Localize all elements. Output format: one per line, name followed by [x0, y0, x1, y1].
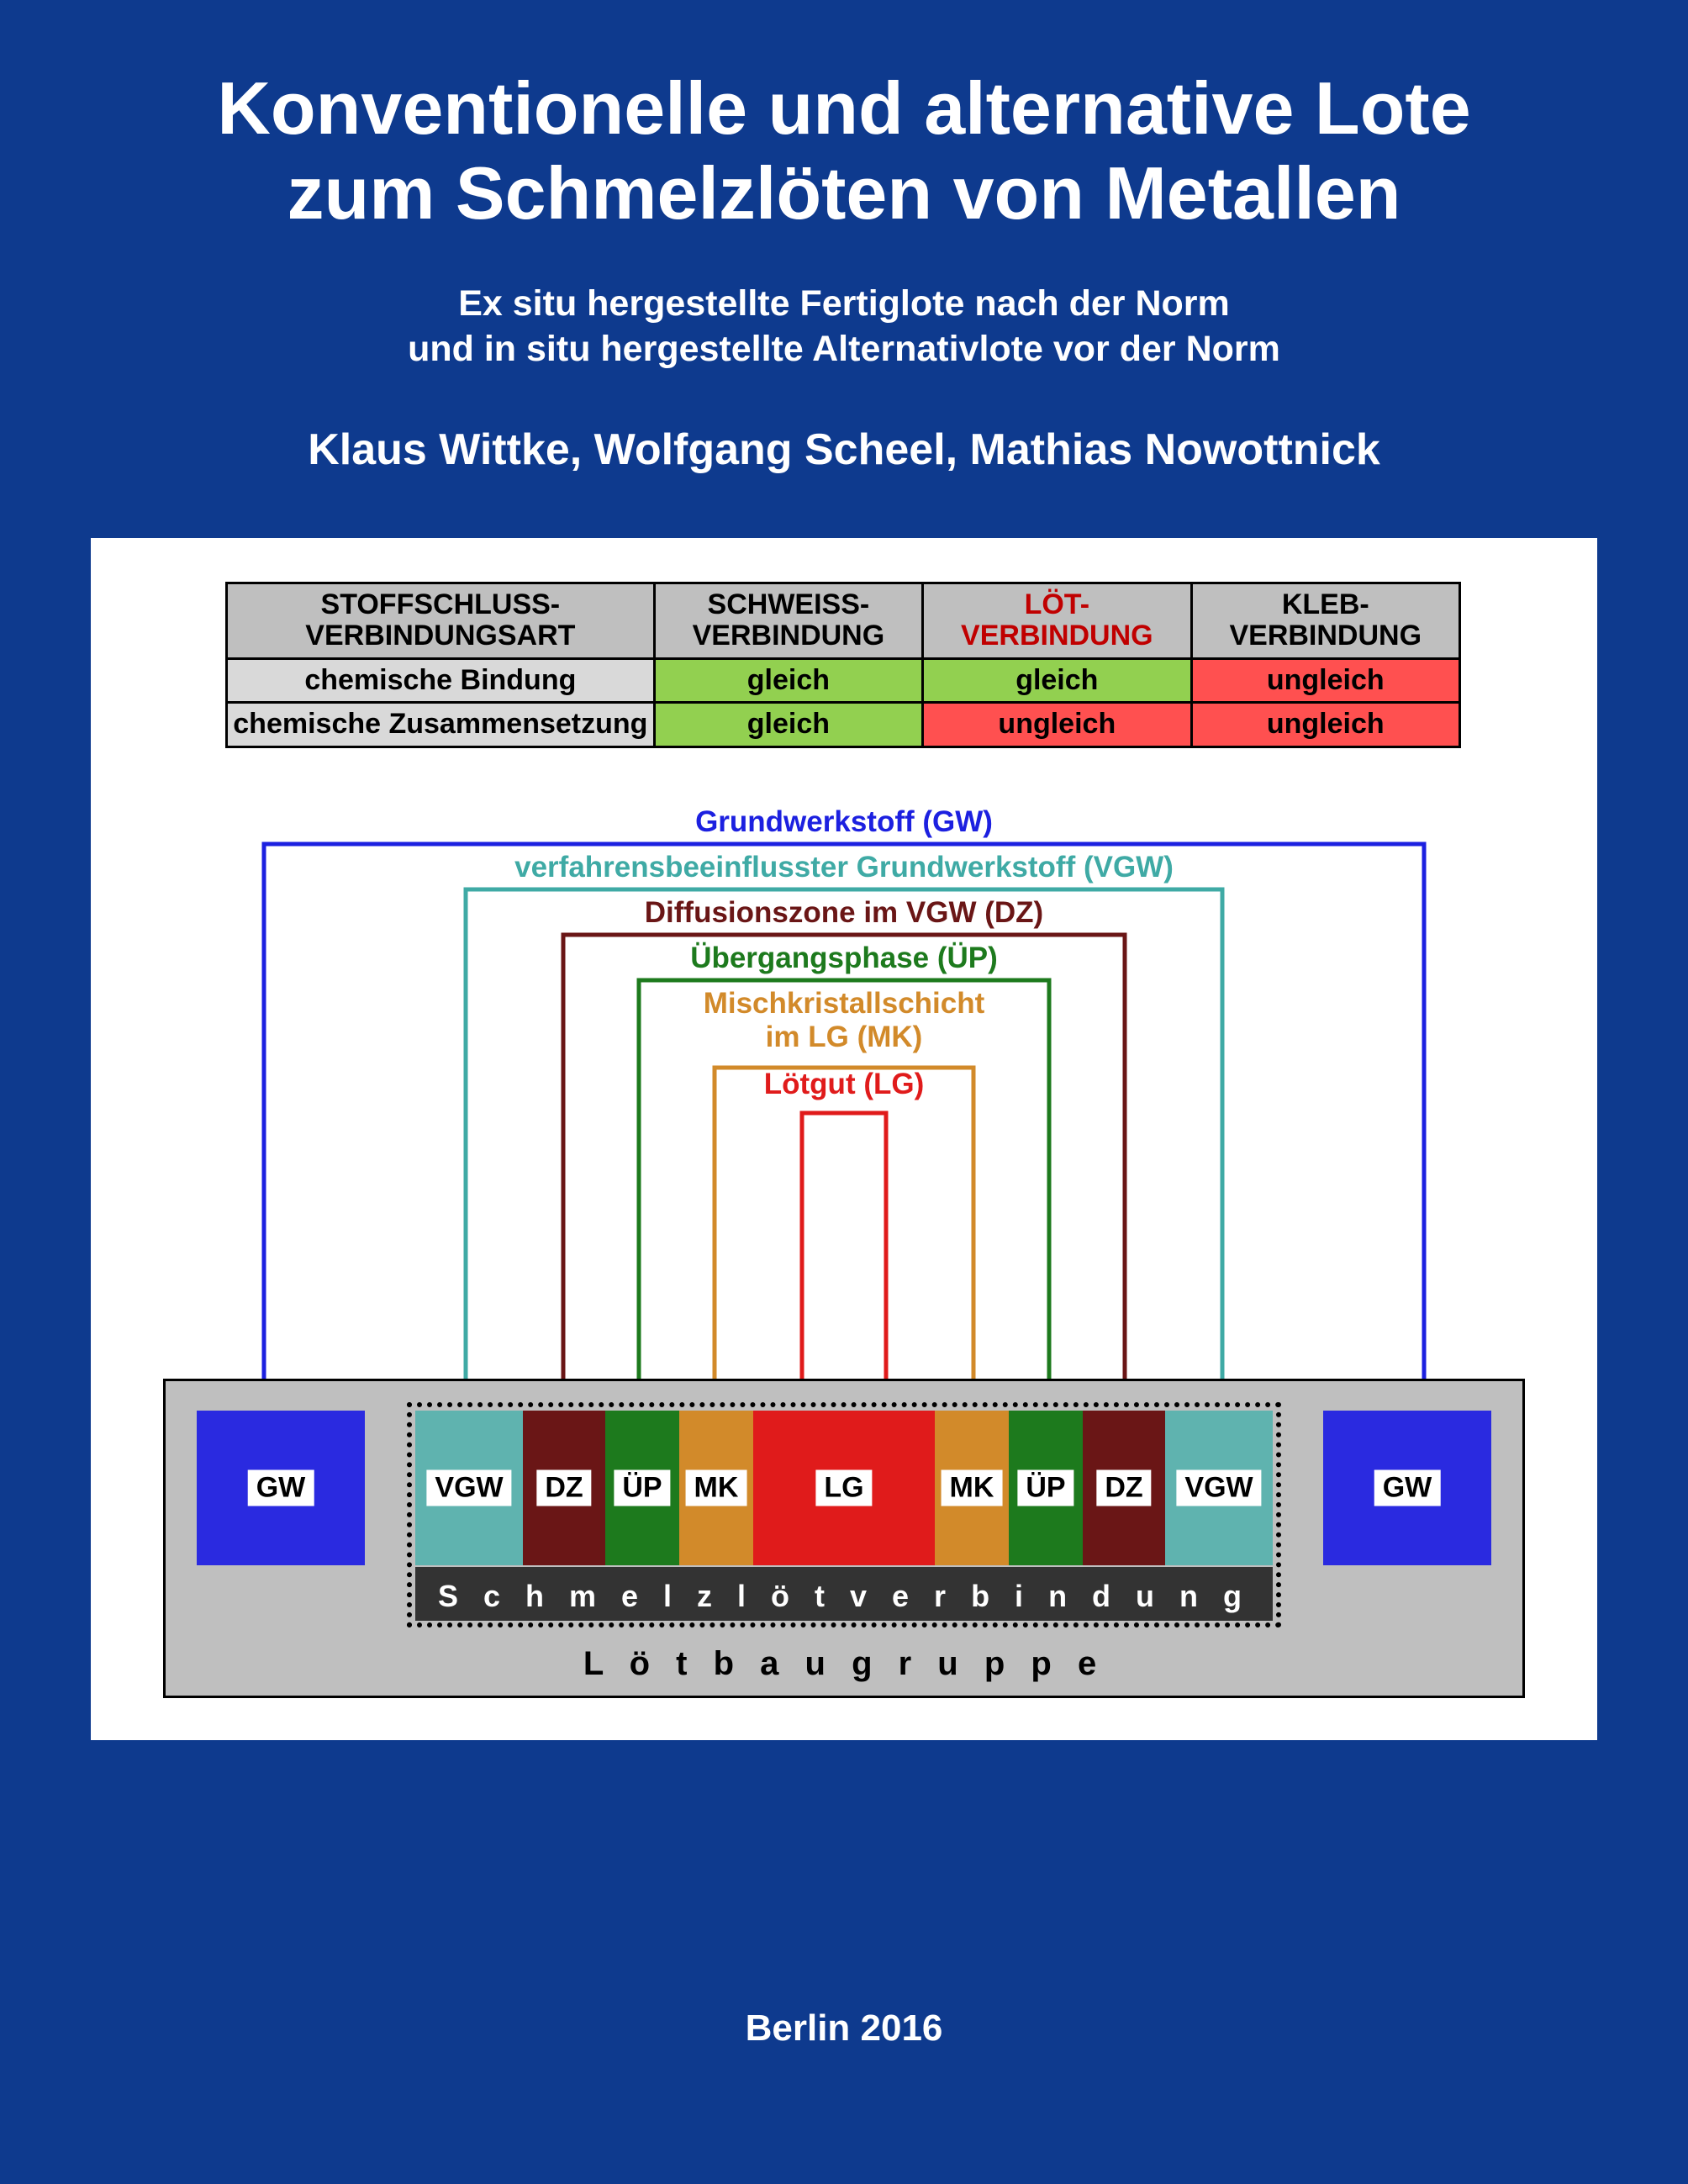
layer-segment: MK [935, 1411, 1009, 1565]
table-cell: ungleich [1191, 703, 1459, 746]
subtitle: Ex situ hergestellte Fertiglote nach der… [0, 282, 1688, 372]
table-cell: gleich [654, 703, 922, 746]
title-line-1: Konventionelle und alternative Lote [217, 66, 1470, 150]
layer-segment: VGW [415, 1411, 523, 1565]
layer-segment: ÜP [605, 1411, 679, 1565]
layer-segment-tag: ÜP [1017, 1470, 1073, 1506]
layer-segment: DZ [1083, 1411, 1165, 1565]
bracket-arrow [715, 1068, 973, 1395]
layer-segment: ÜP [1009, 1411, 1083, 1565]
layer-segment-tag: GW [248, 1470, 314, 1506]
bracket-arrows [163, 807, 1525, 1412]
layer-segment: GW [1323, 1411, 1491, 1565]
layer-segment-tag: DZ [536, 1470, 591, 1506]
authors: Klaus Wittke, Wolfgang Scheel, Mathias N… [0, 425, 1688, 475]
layer-segment-tag: GW [1374, 1470, 1441, 1506]
layer-segment-tag: VGW [1176, 1470, 1261, 1506]
table-cell: gleich [923, 658, 1191, 702]
table-col-header: STOFFSCHLUSS-VERBINDUNGSART [227, 583, 655, 659]
layer-segment-tag: LG [815, 1470, 872, 1506]
table-cell: ungleich [923, 703, 1191, 746]
bracket-arrow [264, 844, 1424, 1395]
layer-segment-tag: ÜP [614, 1470, 670, 1506]
title-line-2: zum Schmelzlöten von Metallen [287, 151, 1401, 235]
schmelz-label-bar: S c h m e l z l ö t v e r b i n d u n g [415, 1567, 1273, 1621]
layer-segment-tag: DZ [1096, 1470, 1151, 1506]
bracket-arrow [639, 980, 1049, 1395]
footer-text: Berlin 2016 [0, 2007, 1688, 2049]
layer-diagram: Grundwerkstoff (GW)verfahrensbeeinflusst… [163, 807, 1525, 1698]
table-cell: ungleich [1191, 658, 1459, 702]
table-col-header: SCHWEISS-VERBINDUNG [654, 583, 922, 659]
header: Konventionelle und alternative Lote zum … [0, 0, 1688, 475]
table-row: chemische Bindunggleichgleichungleich [227, 658, 1460, 702]
table-row-label: chemische Zusammensetzung [227, 703, 655, 746]
schmelz-text: S c h m e l z l ö t v e r b i n d u n g [438, 1579, 1250, 1613]
layer-segment: MK [679, 1411, 753, 1565]
diagram-base: GW VGW DZ ÜP MK LG MK ÜP DZ VGW GW S c h m e l z l… [163, 1379, 1525, 1698]
content-panel: STOFFSCHLUSS-VERBINDUNGSARTSCHWEISS-VERB… [91, 538, 1597, 1740]
layer-segment-tag: MK [942, 1470, 1003, 1506]
layer-segment: GW [197, 1411, 365, 1565]
base-caption: L ö t b a u g r u p p e [163, 1645, 1525, 1683]
table-row: chemische Zusammensetzunggleichungleichu… [227, 703, 1460, 746]
layer-segment: LG [753, 1411, 935, 1565]
table-head: STOFFSCHLUSS-VERBINDUNGSARTSCHWEISS-VERB… [227, 583, 1460, 659]
layer-segment-tag: VGW [426, 1470, 511, 1506]
main-title: Konventionelle und alternative Lote zum … [0, 66, 1688, 235]
table-cell: gleich [654, 658, 922, 702]
bracket-arrow [802, 1113, 886, 1395]
table-header-row: STOFFSCHLUSS-VERBINDUNGSARTSCHWEISS-VERB… [227, 583, 1460, 659]
table-body: chemische Bindunggleichgleichungleichche… [227, 658, 1460, 746]
bracket-arrow [563, 935, 1125, 1395]
table-col-header: KLEB-VERBINDUNG [1191, 583, 1459, 659]
table-row-label: chemische Bindung [227, 658, 655, 702]
table-col-header: LÖT-VERBINDUNG [923, 583, 1191, 659]
bracket-arrow [466, 889, 1222, 1395]
layer-segment-tag: MK [686, 1470, 747, 1506]
subtitle-line-1: Ex situ hergestellte Fertiglote nach der… [458, 283, 1230, 324]
comparison-table: STOFFSCHLUSS-VERBINDUNGSARTSCHWEISS-VERB… [225, 582, 1461, 748]
subtitle-line-2: und in situ hergestellte Alternativlote … [408, 329, 1280, 369]
layer-segment: DZ [523, 1411, 605, 1565]
layer-segment: VGW [1165, 1411, 1273, 1565]
